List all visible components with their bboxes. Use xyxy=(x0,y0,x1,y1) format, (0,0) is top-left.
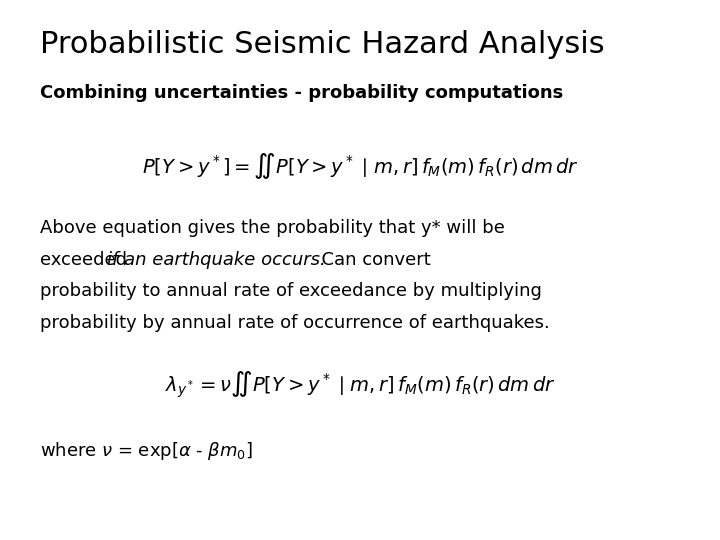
Text: Probabilistic Seismic Hazard Analysis: Probabilistic Seismic Hazard Analysis xyxy=(40,30,604,59)
Text: Can convert: Can convert xyxy=(310,251,431,269)
Text: probability to annual rate of exceedance by multiplying: probability to annual rate of exceedance… xyxy=(40,282,541,300)
Text: Combining uncertainties - probability computations: Combining uncertainties - probability co… xyxy=(40,84,563,102)
Text: $\lambda_{y^*} = \nu \iint P[Y > y^* \mid m,r]\, f_M(m)\, f_R(r)\, dm\, dr$: $\lambda_{y^*} = \nu \iint P[Y > y^* \mi… xyxy=(165,370,555,400)
Text: $P[Y > y^*] = \iint P[Y > y^* \mid m,r]\, f_M(m)\, f_R(r)\, dm\, dr$: $P[Y > y^*] = \iint P[Y > y^* \mid m,r]\… xyxy=(142,151,578,181)
Text: where $\nu$ = exp[$\alpha$ - $\beta m_0$]: where $\nu$ = exp[$\alpha$ - $\beta m_0$… xyxy=(40,440,253,462)
Text: exceeded: exceeded xyxy=(40,251,132,269)
Text: Above equation gives the probability that y* will be: Above equation gives the probability tha… xyxy=(40,219,505,237)
Text: probability by annual rate of occurrence of earthquakes.: probability by annual rate of occurrence… xyxy=(40,314,549,332)
Text: if an earthquake occurs.: if an earthquake occurs. xyxy=(107,251,325,269)
